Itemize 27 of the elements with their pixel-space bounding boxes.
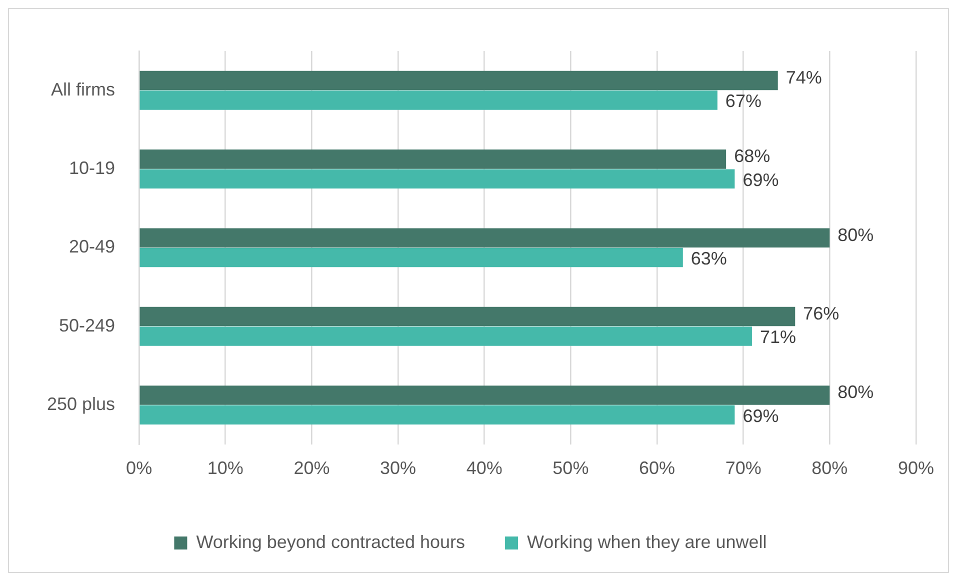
data-label: 71% [760,327,796,348]
x-tick-label: 20% [294,458,330,478]
data-label: 69% [742,406,779,426]
data-label: 80% [838,382,874,402]
x-tick-label: 60% [638,458,676,478]
y-tick-label: 10-19 [69,158,116,178]
legend-label: Working beyond contracted hours [196,532,466,552]
data-label: 68% [734,146,770,166]
x-tick-label: 80% [812,458,848,478]
data-label: 80% [838,224,874,245]
y-tick-label: 250 plus [46,394,116,414]
x-tick-label: 40% [466,458,502,478]
data-label: 69% [742,170,779,190]
x-tick-label: 50% [552,458,589,478]
data-label: 74% [786,67,822,88]
x-tick-label: 70% [725,458,762,478]
legend-label: Working when they are unwell [527,532,767,552]
x-tick-label: 90% [898,458,934,478]
y-tick-label: 50-249 [58,315,116,336]
data-label: 67% [725,91,762,112]
data-label: 63% [690,248,727,269]
data-label: 76% [803,304,840,324]
y-tick-label: 20-49 [69,236,116,257]
x-tick-label: 0% [126,458,152,478]
y-tick-label: All firms [51,79,116,100]
x-tick-label: 30% [380,458,416,478]
x-tick-label: 10% [207,458,244,478]
